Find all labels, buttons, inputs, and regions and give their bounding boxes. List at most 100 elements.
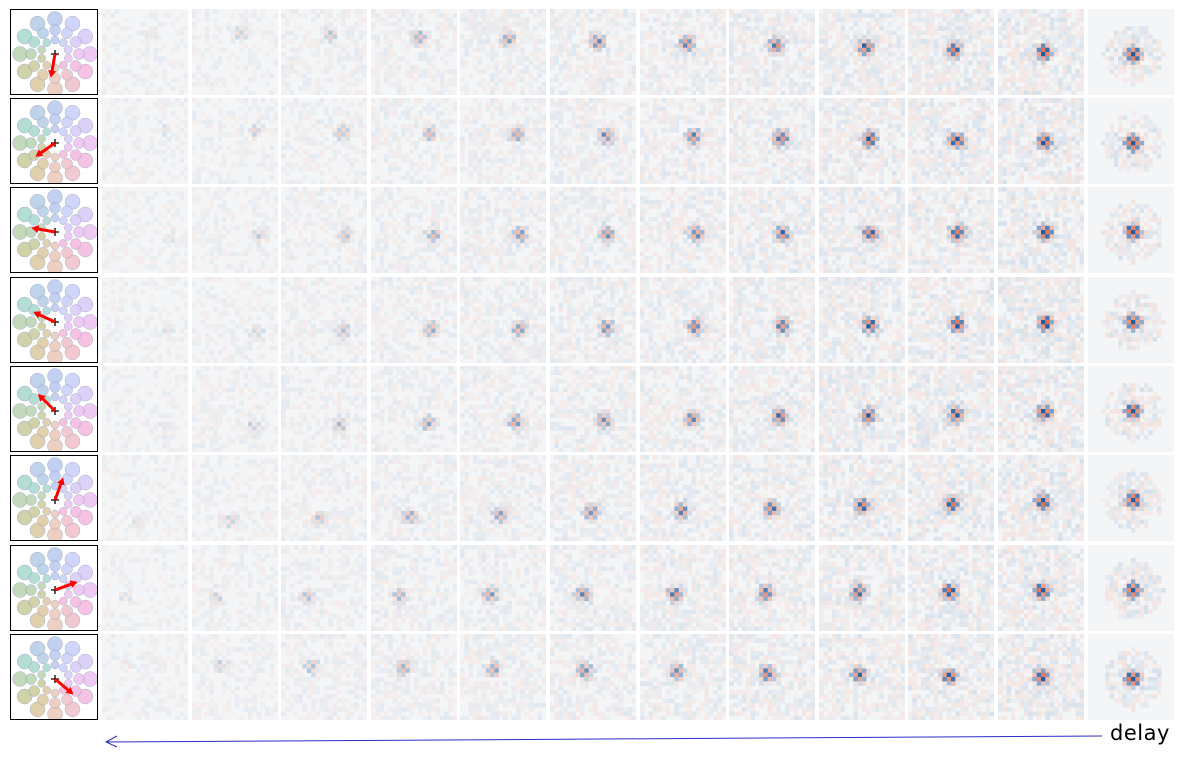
rf-pixel	[558, 30, 564, 36]
rf-pixel	[776, 115, 782, 120]
rf-pixel	[413, 145, 419, 150]
rf-pixel	[964, 82, 969, 87]
rf-pixel	[567, 175, 572, 180]
rf-pixel	[708, 132, 713, 137]
rf-pixel	[584, 47, 589, 53]
rf-pixel	[759, 145, 764, 150]
rf-pixel	[503, 73, 508, 79]
rf-pixel	[584, 102, 589, 107]
rf-pixel	[490, 9, 496, 14]
rf-pixel	[759, 64, 764, 70]
rf-pixel	[520, 9, 526, 14]
rf-pixel	[1015, 77, 1020, 83]
rf-pixel	[550, 128, 555, 133]
rf-pixel	[648, 26, 653, 31]
rf-pixel	[754, 77, 760, 83]
rf-pixel	[473, 56, 478, 61]
rf-pixel	[652, 115, 658, 120]
rf-pixel	[908, 132, 913, 137]
rf-pixel	[324, 39, 329, 44]
rf-pixel	[767, 90, 773, 95]
rf-pixel	[396, 64, 402, 70]
direction-arrow	[50, 53, 57, 74]
rf-pixel	[473, 9, 478, 14]
rf-pixel	[750, 132, 756, 137]
rf-pixel	[831, 73, 837, 79]
rf-pixel	[341, 179, 346, 184]
rf-pixel	[225, 145, 231, 150]
rf-pixel	[145, 34, 150, 40]
rf-pixel	[985, 149, 991, 155]
rf-pixel	[499, 132, 504, 137]
rf-pixel	[942, 82, 948, 87]
rf-pixel	[1139, 64, 1144, 70]
rf-pixel	[554, 86, 559, 91]
rf-pixel	[200, 141, 205, 146]
rf-pixel	[575, 106, 581, 112]
rf-pixel	[990, 26, 995, 31]
rf-pixel	[964, 21, 969, 27]
rf-pixel	[806, 145, 812, 150]
rf-pixel	[1032, 86, 1037, 91]
rf-pixel	[643, 60, 649, 66]
rf-pixel	[481, 141, 487, 146]
rf-pixel	[114, 98, 120, 103]
rf-pixel	[162, 43, 167, 48]
rf-pixel	[1100, 52, 1106, 57]
rf-pixel	[452, 119, 457, 125]
rf-pixel	[823, 9, 828, 14]
rf-pixel	[806, 179, 812, 184]
rf-pixel	[929, 145, 935, 150]
rf-pixel	[959, 17, 965, 23]
rf-pixel	[754, 110, 760, 116]
rf-pixel	[835, 77, 841, 83]
rf-pixel	[298, 136, 303, 142]
rf-pixel	[396, 56, 402, 61]
rf-pixel	[639, 13, 645, 18]
rf-pixel	[669, 82, 675, 87]
rf-pixel	[464, 21, 470, 27]
rf-pixel	[916, 119, 922, 125]
rf-pixel	[511, 153, 517, 159]
rf-pixel	[823, 110, 828, 116]
rf-pixel	[200, 136, 205, 142]
rf-pixel	[601, 136, 607, 142]
rf-pixel	[354, 115, 359, 120]
rf-pixel	[712, 43, 718, 48]
rf-pixel	[354, 26, 359, 31]
rf-pixel	[627, 77, 632, 83]
rf-pixel	[1045, 34, 1050, 40]
rf-pixel	[870, 39, 875, 44]
rf-pixel	[362, 52, 368, 57]
rf-pixel	[887, 73, 893, 79]
rf-pixel	[238, 13, 244, 18]
rf-pixel	[349, 34, 355, 40]
rf-pixel	[900, 69, 905, 74]
rf-pixel	[499, 26, 504, 31]
rf-pixel	[721, 9, 726, 14]
rf-pixel	[767, 102, 773, 107]
rf-pixel	[759, 47, 764, 53]
rf-pixel	[430, 123, 436, 129]
rf-pixel	[942, 119, 948, 125]
rf-pixel	[580, 128, 585, 133]
rf-pixel	[934, 90, 939, 95]
rf-pixel	[912, 90, 918, 95]
rf-pixel	[733, 56, 739, 61]
rf-pixel	[835, 73, 841, 79]
rf-pixel	[562, 34, 568, 40]
rf-pixel	[951, 145, 956, 150]
rf-pixel	[452, 136, 457, 142]
rf-pixel	[486, 128, 491, 133]
rf-pixel	[435, 145, 440, 150]
rf-pixel	[542, 128, 547, 133]
rf-pixel	[985, 106, 991, 112]
rf-pixel	[597, 136, 602, 142]
rf-pixel	[550, 98, 555, 103]
rf-pixel	[985, 13, 991, 18]
rf-pixel	[486, 26, 491, 31]
rf-pixel	[494, 17, 500, 23]
rf-pixel	[430, 132, 436, 137]
rf-pixel	[341, 21, 346, 27]
rf-pixel	[810, 13, 816, 18]
